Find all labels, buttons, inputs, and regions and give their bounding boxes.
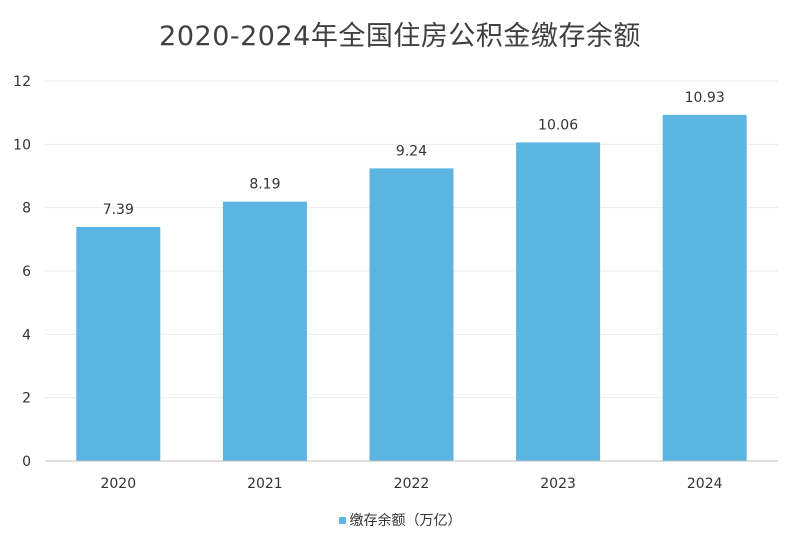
chart-title: 2020-2024年全国住房公积金缴存余额 [159, 21, 641, 52]
y-tick-label: 4 [22, 327, 31, 343]
x-category-label-2022: 2022 [394, 476, 430, 492]
y-tick-label: 8 [22, 201, 31, 217]
data-label-2021: 8.19 [249, 177, 280, 193]
y-tick-label: 2 [22, 391, 31, 407]
x-category-label-2024: 2024 [687, 476, 723, 492]
x-category-label-2023: 2023 [540, 476, 576, 492]
x-axis-categories: 2020 2021 2022 2023 2024 [100, 476, 722, 492]
y-tick-label: 0 [22, 454, 31, 470]
data-label-2022: 9.24 [396, 143, 427, 159]
bar-2021 [222, 201, 307, 461]
legend-swatch [338, 516, 346, 524]
y-tick-label: 10 [13, 137, 31, 153]
bars [76, 114, 747, 461]
data-label-2023: 10.06 [538, 117, 578, 133]
x-category-label-2020: 2020 [100, 476, 136, 492]
x-category-label-2021: 2021 [247, 476, 283, 492]
y-tick-label: 6 [22, 264, 31, 280]
y-tick-label: 12 [13, 74, 31, 90]
y-axis-ticks: 0 2 4 6 8 10 12 [13, 74, 31, 470]
bar-2022 [369, 168, 454, 461]
data-label-2020: 7.39 [103, 202, 134, 218]
bar-2020 [76, 226, 161, 461]
data-label-2024: 10.93 [685, 90, 725, 106]
data-labels: 7.39 8.19 9.24 10.06 10.93 [103, 90, 725, 218]
bar-2023 [516, 142, 601, 461]
bar-2024 [662, 114, 747, 461]
legend-label: 缴存余额（万亿） [349, 513, 462, 529]
legend: 缴存余额（万亿） [0, 510, 800, 530]
